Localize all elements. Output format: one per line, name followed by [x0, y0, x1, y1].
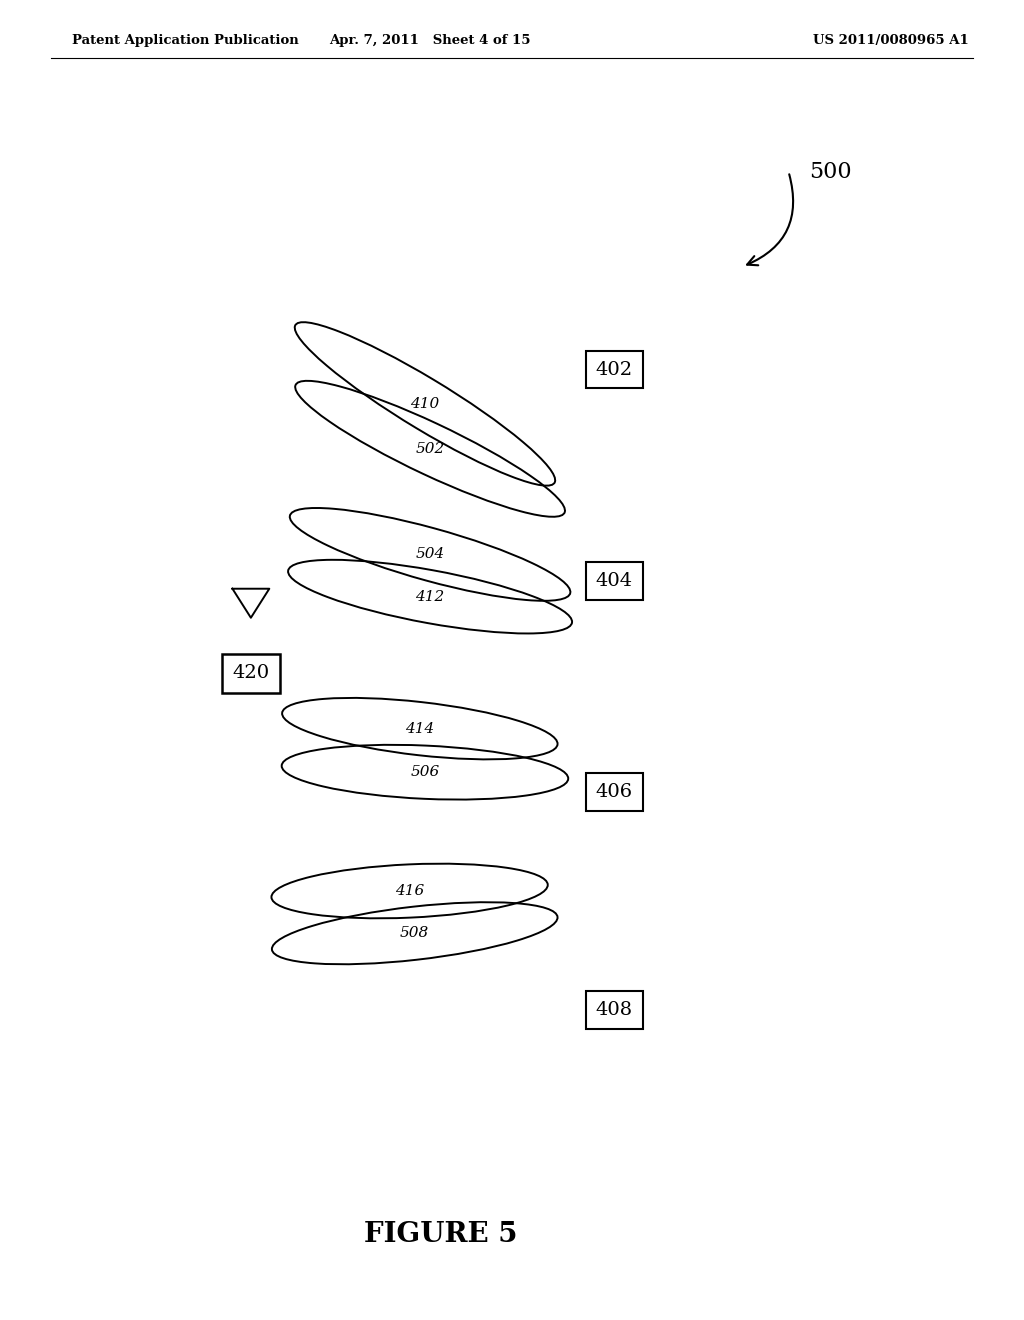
Text: 502: 502 — [416, 442, 444, 455]
Text: 504: 504 — [416, 548, 444, 561]
Text: 412: 412 — [416, 590, 444, 603]
Text: 406: 406 — [596, 783, 633, 801]
Text: 402: 402 — [596, 360, 633, 379]
Text: 506: 506 — [411, 766, 439, 779]
Text: Apr. 7, 2011   Sheet 4 of 15: Apr. 7, 2011 Sheet 4 of 15 — [330, 34, 530, 48]
Text: Patent Application Publication: Patent Application Publication — [72, 34, 298, 48]
Text: 420: 420 — [232, 664, 269, 682]
Text: 508: 508 — [400, 927, 429, 940]
Text: US 2011/0080965 A1: US 2011/0080965 A1 — [813, 34, 969, 48]
Text: 408: 408 — [596, 1001, 633, 1019]
Text: FIGURE 5: FIGURE 5 — [364, 1221, 517, 1247]
Text: 404: 404 — [596, 572, 633, 590]
Text: 410: 410 — [411, 397, 439, 411]
Text: 500: 500 — [809, 161, 852, 182]
Text: 414: 414 — [406, 722, 434, 735]
Text: 416: 416 — [395, 884, 424, 898]
